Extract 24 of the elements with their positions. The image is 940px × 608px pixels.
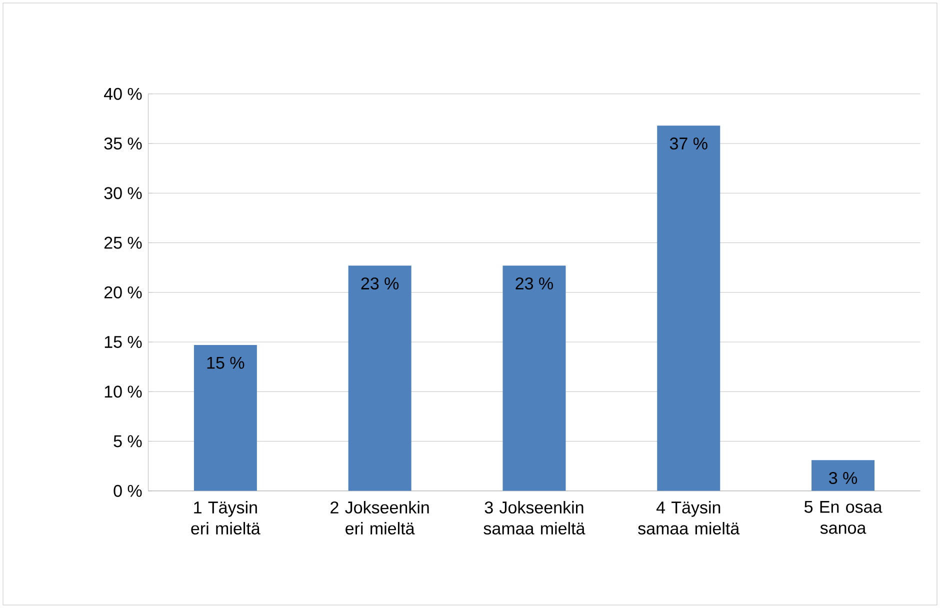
- bar: [348, 266, 412, 491]
- y-tick-label: 0 %: [114, 484, 142, 497]
- y-tick-label: 30 %: [104, 187, 142, 200]
- y-tick-label: 10 %: [104, 386, 142, 398]
- y-tick-label: 25 %: [104, 236, 142, 249]
- x-tick-label: 1 Täysin eri mieltä: [191, 501, 260, 535]
- y-tick-label: 20 %: [104, 286, 142, 298]
- data-label: 37 %: [670, 138, 708, 150]
- x-tick-label: 3 Jokseenkin samaa mieltä: [484, 501, 586, 535]
- x-tick-label: 2 Jokseenkin eri mieltä: [330, 501, 429, 535]
- bar: [194, 344, 257, 491]
- data-label: 3 %: [829, 472, 858, 484]
- data-label: 23 %: [516, 277, 553, 290]
- x-tick-label: 4 Täysin samaa mieltä: [638, 501, 740, 535]
- bar: [812, 460, 875, 491]
- y-tick-label: 15 %: [104, 336, 142, 348]
- x-tick-label: 5 En osaa sanoa: [804, 501, 882, 534]
- y-tick-label: 5 %: [114, 435, 142, 448]
- data-label: 23 %: [361, 277, 399, 290]
- bar: [502, 266, 566, 491]
- data-label: 15 %: [207, 356, 244, 369]
- y-tick-label: 40 %: [104, 88, 142, 100]
- bar: [657, 126, 720, 491]
- y-tick-label: 35 %: [104, 137, 142, 150]
